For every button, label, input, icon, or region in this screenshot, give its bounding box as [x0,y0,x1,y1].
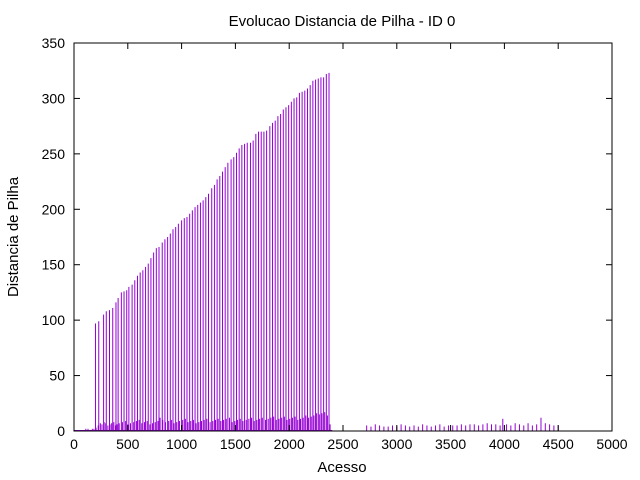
bars-layer [74,72,559,431]
y-tick-label: 200 [42,201,66,217]
x-tick-label: 0 [70,436,78,452]
x-tick-label: 3000 [381,436,412,452]
x-tick-label: 1500 [220,436,251,452]
x-tick-label: 2500 [327,436,358,452]
x-tick-label: 1000 [166,436,197,452]
axes-layer: 0 500 1000 1500 2000 2500 3000 3500 4000 4500 5000… [42,35,628,452]
x-axis-label: Acesso [317,459,366,476]
y-tick-label: 350 [42,35,66,51]
y-tick-label: 300 [42,90,66,106]
y-axis-label: Distancia de Pilha [5,176,22,297]
x-tick-label: 4000 [489,436,520,452]
y-tick-label: 0 [57,423,65,439]
plot-frame [73,42,613,432]
y-tick-label: 250 [42,146,66,162]
x-tick-label: 3500 [435,436,466,452]
y-tick-label: 100 [42,312,66,328]
x-tick-label: 2000 [274,436,305,452]
y-tick-label: 150 [42,257,66,273]
x-tick-label: 4500 [543,436,574,452]
x-tick-label: 5000 [596,436,627,452]
x-tick-label: 500 [116,436,140,452]
chart-title: Evolucao Distancia de Pilha - ID 0 [229,13,456,30]
y-tick-label: 50 [49,368,65,384]
